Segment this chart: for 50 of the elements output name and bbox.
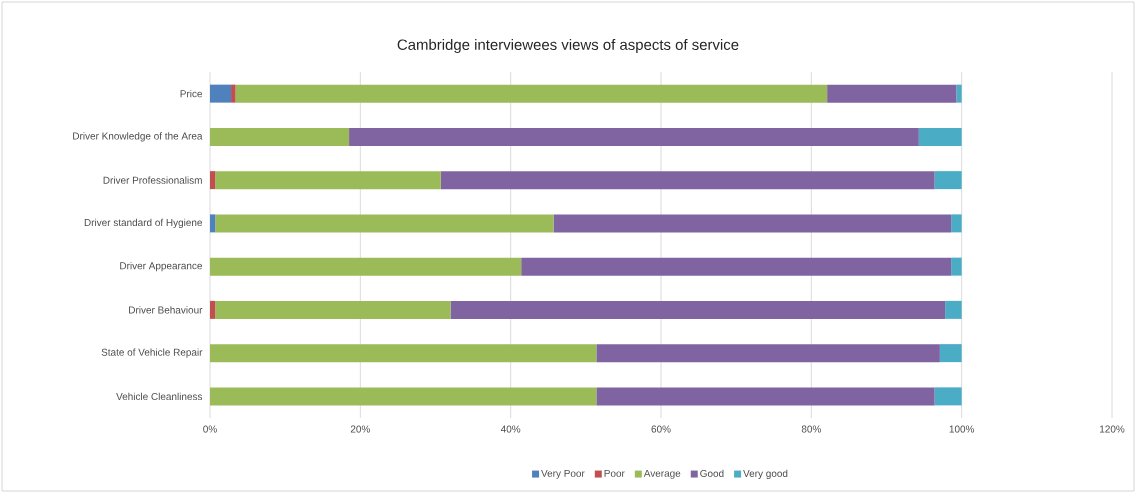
bar	[553, 214, 952, 233]
x-tick-label: 0%	[203, 425, 217, 433]
bar	[945, 300, 962, 319]
bar	[210, 257, 522, 276]
legend-label: Poor	[604, 469, 625, 477]
bar	[215, 214, 554, 233]
x-tick-label: 120%	[1100, 425, 1125, 433]
bar	[210, 214, 216, 233]
x-tick-label: 60%	[651, 425, 671, 433]
bar	[596, 344, 940, 363]
bar	[235, 84, 828, 103]
bar	[939, 344, 962, 363]
bar	[231, 84, 236, 103]
bar	[349, 127, 919, 146]
bar	[210, 171, 216, 190]
legend-label: Very good	[743, 469, 788, 479]
y-tick-label: State of Vehicle Repair	[101, 348, 203, 358]
bar	[951, 214, 962, 233]
bar	[210, 84, 232, 103]
legend-label: Good	[700, 469, 724, 478]
y-tick-label: Driver Knowledge of the Area	[73, 132, 203, 142]
x-tick-label: 20%	[350, 425, 370, 433]
y-tick-label: Driver Professionalism	[103, 176, 202, 184]
legend-label: Very Poor	[541, 469, 585, 479]
bar	[596, 387, 935, 406]
x-tick-label: 40%	[500, 425, 521, 433]
bar	[210, 387, 597, 406]
x-tick-label: 80%	[801, 425, 821, 433]
bar	[210, 300, 216, 319]
chart-title: Cambridge interviewees views of aspects of service	[397, 39, 739, 53]
y-tick-label: Driver Behaviour	[129, 306, 203, 314]
bar	[450, 300, 946, 319]
bar	[827, 84, 957, 103]
bar	[521, 257, 952, 276]
bar	[934, 171, 962, 190]
bar	[918, 127, 962, 146]
bar	[440, 171, 935, 190]
bar	[210, 344, 597, 363]
bar	[210, 127, 350, 146]
bar	[215, 300, 451, 319]
x-tick-label: 100%	[949, 425, 975, 433]
legend-label: Average	[643, 469, 681, 479]
y-tick-label: Driver Appearance	[120, 261, 203, 272]
bar	[956, 84, 962, 103]
y-tick-label: Vehicle Cleanliness	[116, 392, 203, 401]
bar	[951, 257, 962, 276]
y-tick-label: Price	[180, 89, 203, 98]
y-tick-label: Driver standard of Hygiene	[84, 218, 203, 229]
bar	[934, 387, 962, 406]
bar	[215, 171, 441, 190]
